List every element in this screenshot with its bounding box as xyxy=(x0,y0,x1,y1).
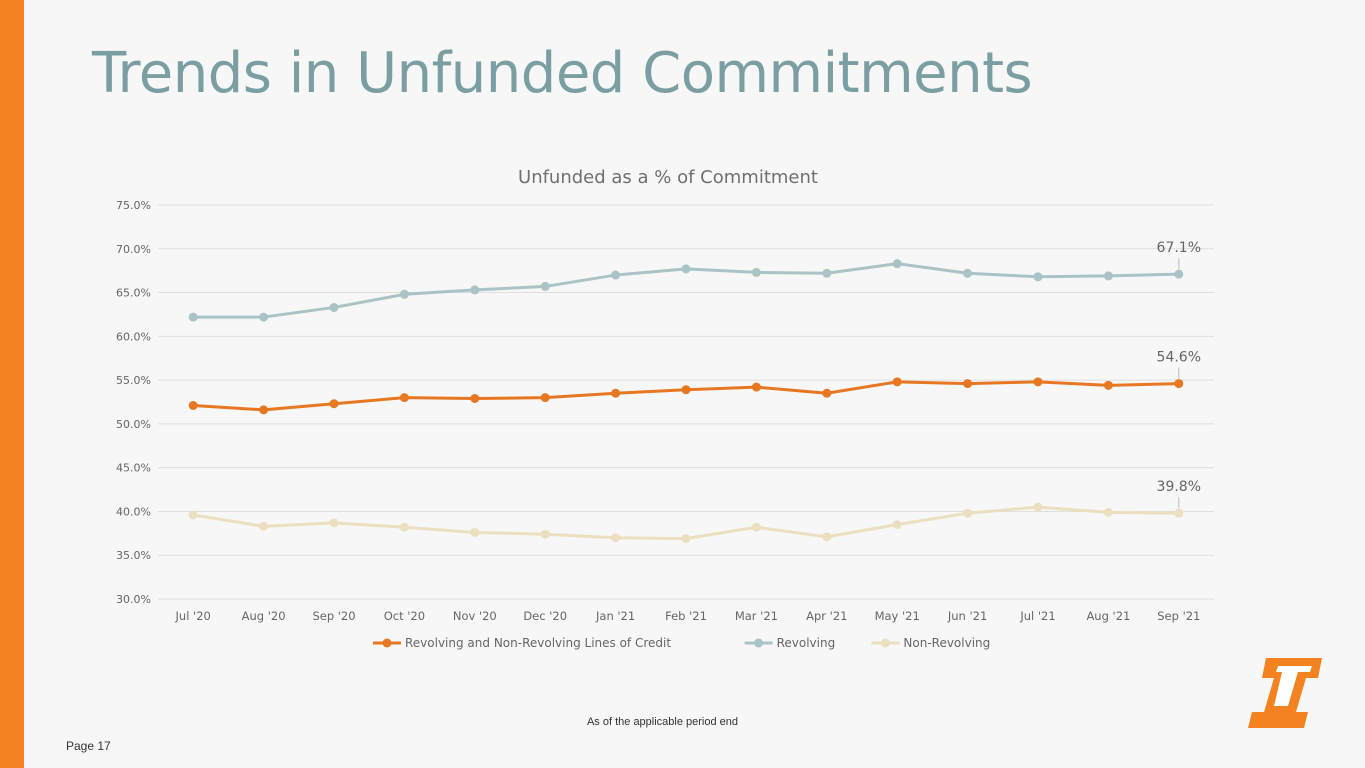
data-point xyxy=(963,268,973,278)
data-point xyxy=(1033,377,1043,387)
page-number: Page 17 xyxy=(66,739,111,753)
y-tick-label: 35.0% xyxy=(116,549,151,562)
x-tick-label: May '21 xyxy=(875,609,920,623)
y-axis: 30.0% 35.0% 40.0% 45.0% 50.0% 55.0% 60.0% 65.0%… xyxy=(116,199,151,606)
y-tick-label: 40.0% xyxy=(116,505,151,518)
y-tick-label: 30.0% xyxy=(116,593,151,606)
end-data-label: 54.6% xyxy=(1157,350,1201,366)
x-tick-label: Aug '20 xyxy=(242,609,286,623)
end-data-label: 39.8% xyxy=(1157,479,1201,495)
data-point xyxy=(399,522,409,532)
series-revolving xyxy=(188,259,1184,322)
y-tick-label: 75.0% xyxy=(116,199,151,212)
data-point xyxy=(399,393,409,403)
company-logo xyxy=(1248,658,1322,728)
data-point xyxy=(540,281,550,291)
y-tick-label: 50.0% xyxy=(116,418,151,431)
data-point xyxy=(188,510,198,520)
data-point xyxy=(188,401,198,411)
data-point xyxy=(470,393,480,403)
data-point xyxy=(611,388,621,398)
data-point xyxy=(540,529,550,539)
data-point xyxy=(681,534,691,544)
legend-swatch-marker xyxy=(754,638,764,648)
data-point xyxy=(892,377,902,387)
data-point xyxy=(681,264,691,274)
data-point xyxy=(892,259,902,269)
x-tick-label: Feb '21 xyxy=(665,609,707,623)
data-point xyxy=(188,312,198,322)
x-tick-label: Dec '20 xyxy=(523,609,567,623)
y-tick-label: 65.0% xyxy=(116,287,151,300)
x-tick-label: Aug '21 xyxy=(1086,609,1130,623)
y-tick-label: 45.0% xyxy=(116,462,151,475)
series-revolving-and-non-revolving-lines-of-credit xyxy=(188,377,1184,415)
chart-legend: Revolving and Non-Revolving Lines of Cre… xyxy=(373,636,990,650)
data-point xyxy=(822,388,832,398)
x-tick-label: Jul '21 xyxy=(1019,609,1055,623)
data-point xyxy=(470,285,480,295)
x-tick-label: Jul '20 xyxy=(175,609,211,623)
accent-side-bar xyxy=(0,0,24,768)
data-point xyxy=(329,518,339,528)
data-point xyxy=(1103,380,1113,390)
data-point xyxy=(892,520,902,530)
data-point xyxy=(259,405,269,415)
slide-title: Trends in Unfunded Commitments xyxy=(92,41,1033,106)
data-point xyxy=(259,312,269,322)
legend-label: Revolving xyxy=(777,636,836,650)
data-point xyxy=(1033,502,1043,512)
footnote: As of the applicable period end xyxy=(586,716,739,728)
data-point xyxy=(470,527,480,537)
x-tick-label: Oct '20 xyxy=(384,609,425,623)
series-layer xyxy=(188,259,1184,544)
y-tick-label: 55.0% xyxy=(116,374,151,387)
data-point xyxy=(329,302,339,312)
data-point xyxy=(611,533,621,543)
legend-item: Revolving xyxy=(744,636,836,650)
data-point xyxy=(329,399,339,409)
y-tick-label: 60.0% xyxy=(116,330,151,343)
legend-label: Revolving and Non-Revolving Lines of Cre… xyxy=(405,636,671,650)
data-point xyxy=(1033,272,1043,282)
x-tick-label: Sep '20 xyxy=(312,609,355,623)
x-tick-label: Mar '21 xyxy=(735,609,778,623)
data-point xyxy=(751,267,761,277)
data-point xyxy=(751,382,761,392)
x-tick-label: Apr '21 xyxy=(806,609,847,623)
data-point xyxy=(1174,269,1184,279)
legend-label: Non-Revolving xyxy=(903,636,990,650)
x-tick-label: Sep '21 xyxy=(1157,609,1200,623)
x-tick-label: Nov '20 xyxy=(453,609,497,623)
data-point xyxy=(963,508,973,518)
data-point xyxy=(1103,271,1113,281)
data-point xyxy=(399,289,409,299)
data-point xyxy=(681,385,691,395)
data-point xyxy=(751,522,761,532)
data-point xyxy=(611,270,621,280)
x-axis: Jul '20 Aug '20 Sep '20 Oct '20 Nov '20 Dec '… xyxy=(175,609,1201,623)
chart-title: Unfunded as a % of Commitment xyxy=(518,167,818,188)
data-point xyxy=(1174,379,1184,389)
data-point xyxy=(259,521,269,531)
data-point xyxy=(822,268,832,278)
end-data-label: 67.1% xyxy=(1157,240,1201,256)
data-point xyxy=(1103,507,1113,517)
legend-swatch-marker xyxy=(382,638,392,648)
x-tick-label: Jan '21 xyxy=(595,609,635,623)
x-tick-label: Jun '21 xyxy=(947,609,987,623)
data-point xyxy=(540,393,550,403)
end-labels: 54.6% 67.1% 39.8% xyxy=(1157,240,1201,509)
legend-item: Non-Revolving xyxy=(871,636,990,650)
data-point xyxy=(1174,508,1184,518)
data-point xyxy=(963,379,973,389)
y-tick-label: 70.0% xyxy=(116,243,151,256)
legend-item: Revolving and Non-Revolving Lines of Cre… xyxy=(373,636,671,650)
series-non-revolving xyxy=(188,502,1184,544)
data-point xyxy=(822,532,832,542)
legend-swatch-marker xyxy=(880,638,890,648)
chart-gridlines xyxy=(158,204,1214,600)
